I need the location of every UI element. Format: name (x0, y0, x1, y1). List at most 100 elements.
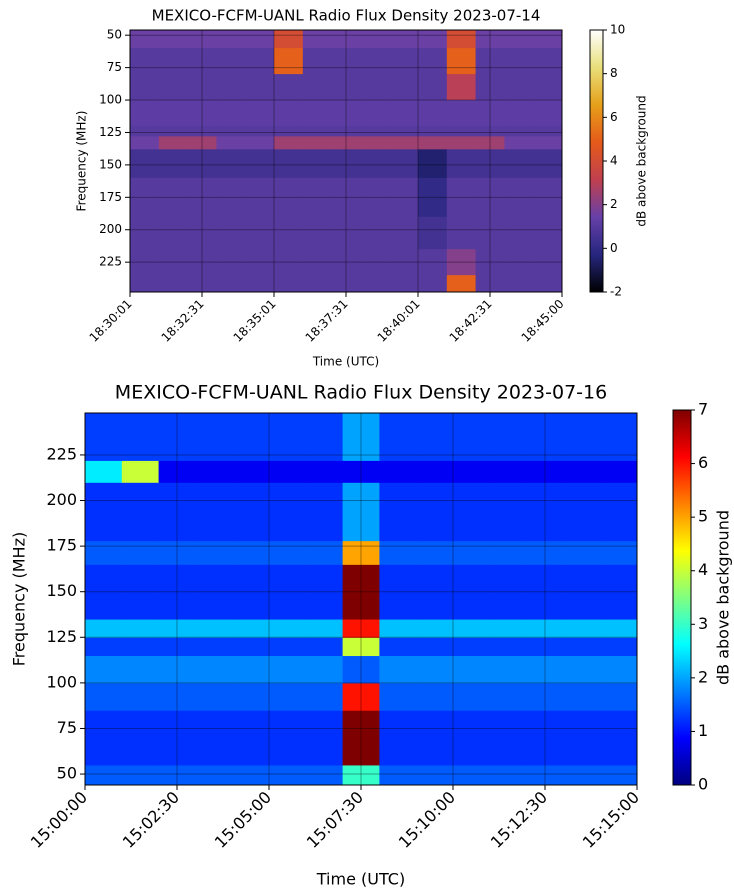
colorbar-tick-label: 2 (610, 197, 618, 211)
spectrogram-cell (600, 710, 638, 739)
spectrogram-cell (418, 100, 448, 127)
spectrogram-cell (121, 710, 160, 739)
spectrogram-cell (158, 737, 196, 766)
y-tick-label: 175 (99, 190, 122, 204)
spectrogram-cell (130, 125, 160, 137)
x-tick-label: 15:00:00 (27, 788, 91, 852)
spectrogram-cell (331, 275, 361, 293)
spectrogram-cell (158, 136, 189, 150)
spectrogram-cell (453, 737, 491, 766)
spectrogram-cell (533, 149, 563, 179)
spectrogram-cell (158, 177, 189, 218)
y-axis-label: Frequency (MHz) (10, 532, 29, 666)
spectrogram-cell (187, 74, 217, 101)
spectrogram-cell (302, 48, 333, 75)
spectrogram-cell (245, 48, 275, 75)
spectrogram-cell (331, 30, 361, 49)
spectrogram-cell (121, 591, 160, 620)
spectrogram-cell (85, 637, 123, 657)
spectrogram-cell (216, 48, 246, 75)
y-tick-label: 125 (46, 627, 77, 646)
spectrogram-cell (245, 136, 275, 150)
spectrogram-cell (489, 764, 528, 786)
spectrogram-cell (187, 216, 217, 250)
spectrogram-cell (130, 136, 160, 150)
spectrogram-cell (600, 564, 638, 593)
spectrogram-cell (504, 249, 534, 276)
spectrogram-cell (453, 655, 491, 684)
spectrogram-cell (416, 540, 454, 565)
spectrogram-cell (475, 48, 505, 75)
spectrogram-cell (302, 125, 333, 137)
spectrogram-cell (416, 737, 454, 766)
spectrogram-cell (85, 540, 123, 565)
spectrogram-cell (245, 275, 275, 293)
spectrogram-cell (305, 710, 344, 739)
spectrogram-cell (342, 591, 380, 620)
spectrogram-cell (187, 177, 217, 218)
spectrogram-cell (389, 149, 419, 179)
spectrogram-cell (121, 482, 160, 542)
spectrogram-cell (342, 460, 380, 483)
spectrogram-cell (331, 249, 361, 276)
colorbar-label: dB above background (635, 95, 649, 226)
colorbar (589, 29, 604, 293)
spectrogram-cell (504, 30, 534, 49)
x-tick-label: 15:12:30 (487, 788, 551, 852)
spectrogram-cell (158, 619, 196, 638)
spectrogram-cell (563, 682, 601, 711)
spectrogram-cell (269, 710, 307, 739)
spectrogram-cell (158, 249, 189, 276)
spectrogram-cell (416, 637, 454, 657)
spectrogram-cell (158, 655, 196, 684)
spectrogram-cell (489, 482, 528, 542)
spectrogram-cell (489, 710, 528, 739)
spectrogram-cell (489, 619, 528, 638)
spectrogram-cell (453, 682, 491, 711)
spectrogram-cell (274, 125, 304, 137)
spectrogram-cell (158, 74, 189, 101)
spectrogram-cell (274, 48, 304, 75)
spectrogram-cell (389, 177, 419, 218)
spectrogram-cell (232, 710, 270, 739)
spectrogram-cell (563, 540, 601, 565)
spectrogram-cell (379, 737, 417, 766)
spectrogram-cell (121, 682, 160, 711)
spectrogram-cell (416, 619, 454, 638)
spectrogram-cell (121, 540, 160, 565)
spectrogram-cell (533, 74, 563, 101)
spectrogram-cell (504, 149, 534, 179)
spectrogram-cell (379, 764, 417, 786)
spectrogram-cell (269, 413, 307, 461)
spectrogram-cell (158, 413, 196, 461)
spectrogram-cell (533, 216, 563, 250)
spectrogram-cell (504, 48, 534, 75)
x-axis-label: Time (UTC) (316, 870, 405, 889)
spectrogram-cell (187, 275, 217, 293)
spectrogram-cell (130, 149, 160, 179)
spectrogram-cell (600, 619, 638, 638)
spectrogram-cell (526, 540, 564, 565)
spectrogram-cell (600, 637, 638, 657)
x-axis-label: Time (UTC) (312, 355, 379, 369)
spectrogram-cell (130, 216, 160, 250)
y-tick-label: 100 (99, 93, 122, 107)
spectrogram-cell (274, 136, 304, 150)
spectrogram-cell (389, 48, 419, 75)
spectrogram-cell (274, 177, 304, 218)
spectrogram-cell (331, 216, 361, 250)
colorbar-tick-label: 6 (698, 453, 708, 472)
spectrogram-cell (379, 682, 417, 711)
spectrogram-cell (526, 682, 564, 711)
spectrogram-cell (245, 149, 275, 179)
colorbar-tick-label: 6 (610, 110, 618, 124)
x-tick-label: 18:42:31 (447, 297, 495, 345)
spectrogram-cell (504, 275, 534, 293)
spectrogram-cell (475, 149, 505, 179)
spectrogram-cell (475, 216, 505, 250)
spectrogram-cell (269, 682, 307, 711)
spectrogram-cell (379, 460, 417, 483)
spectrogram-cell (389, 275, 419, 293)
spectrogram-cell (232, 591, 270, 620)
spectrogram-cell (418, 30, 448, 49)
